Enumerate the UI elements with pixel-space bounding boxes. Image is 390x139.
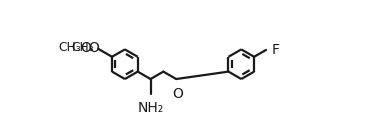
Text: O: O: [172, 87, 183, 101]
Text: CH₃: CH₃: [71, 41, 94, 54]
Text: O: O: [80, 41, 91, 54]
Text: CH₃: CH₃: [58, 41, 81, 54]
Text: F: F: [272, 43, 280, 57]
Text: O: O: [88, 41, 99, 54]
Text: NH₂: NH₂: [137, 101, 164, 115]
